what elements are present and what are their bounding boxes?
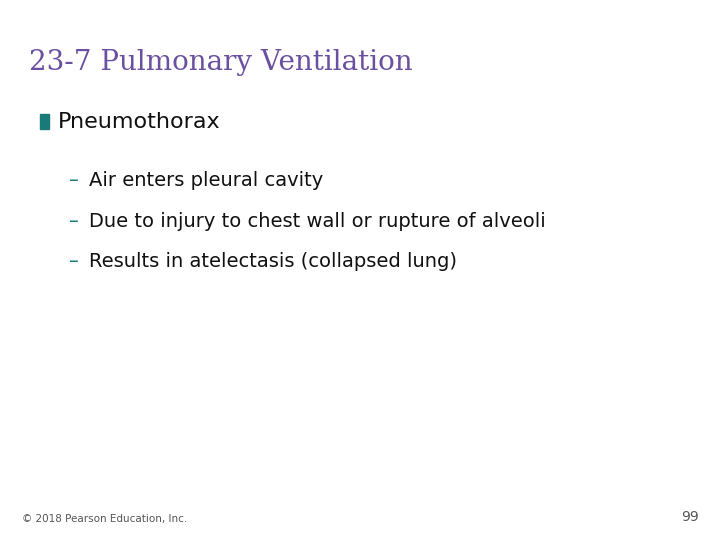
- Text: 23-7 Pulmonary Ventilation: 23-7 Pulmonary Ventilation: [29, 49, 413, 76]
- Text: © 2018 Pearson Education, Inc.: © 2018 Pearson Education, Inc.: [22, 514, 187, 524]
- Text: 99: 99: [680, 510, 698, 524]
- Text: Results in atelectasis (collapsed lung): Results in atelectasis (collapsed lung): [89, 252, 456, 272]
- Text: Air enters pleural cavity: Air enters pleural cavity: [89, 171, 323, 191]
- Text: –: –: [69, 171, 79, 191]
- Text: –: –: [69, 212, 79, 231]
- Text: Pneumothorax: Pneumothorax: [58, 111, 220, 132]
- Text: Due to injury to chest wall or rupture of alveoli: Due to injury to chest wall or rupture o…: [89, 212, 545, 231]
- Text: –: –: [69, 252, 79, 272]
